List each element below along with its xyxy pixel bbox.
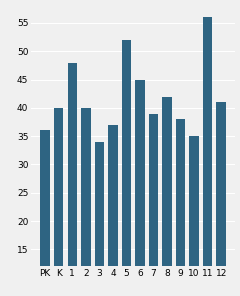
Bar	[41, 131, 50, 296]
Bar	[108, 125, 118, 296]
Bar	[95, 142, 104, 296]
Bar	[203, 17, 212, 296]
Bar	[149, 113, 158, 296]
Bar	[135, 80, 145, 296]
Bar	[176, 119, 185, 296]
Bar	[189, 136, 199, 296]
Bar	[122, 40, 131, 296]
Bar	[81, 108, 90, 296]
Bar	[216, 102, 226, 296]
Bar	[67, 62, 77, 296]
Bar	[54, 108, 64, 296]
Bar	[162, 96, 172, 296]
